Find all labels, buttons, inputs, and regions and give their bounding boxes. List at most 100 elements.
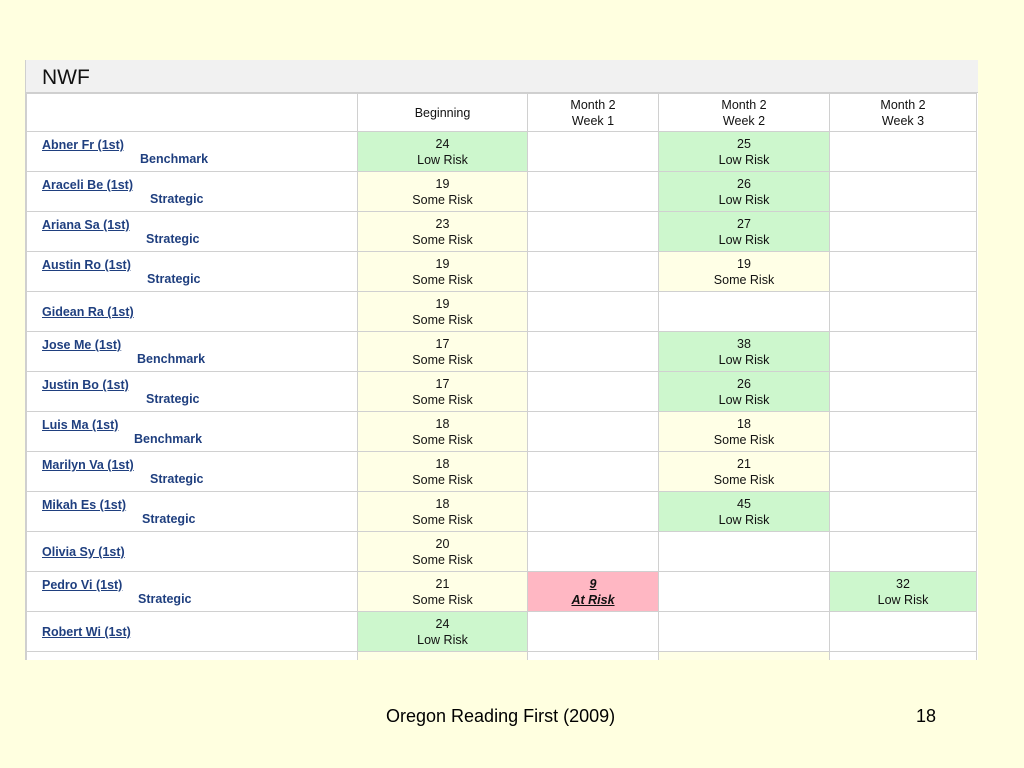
student-level: Benchmark (134, 432, 203, 446)
student-name-link[interactable]: Luis Ma (1st) (42, 418, 119, 432)
table-row: Austin Ro (1st) Strategic 19 Some Risk 19 Som… (26, 251, 977, 292)
score-value: 45 (737, 496, 751, 511)
score-value: 18 (435, 416, 450, 431)
score-value: 21 (737, 456, 751, 471)
student-name-link[interactable]: Araceli Be (1st) (42, 178, 134, 192)
score-value: 24 (435, 616, 450, 631)
student-name-link[interactable]: Mikah Es (1st) (42, 498, 127, 512)
score-cell (658, 611, 830, 652)
page-number: 18 (916, 706, 937, 726)
score-cell (658, 531, 830, 572)
score-value: 18 (737, 416, 751, 431)
table-row: Luis Ma (1st) Benchmark 18 Some Risk 18 Some … (26, 411, 977, 452)
student-name-link[interactable]: Pedro Vi (1st) (42, 578, 123, 592)
score-cell: 18 Some Risk (658, 411, 830, 452)
score-value[interactable]: 9 (589, 576, 597, 591)
header-month2-week3: Month 2 Week 3 (829, 93, 977, 132)
risk-label: Some Risk (412, 512, 473, 527)
table-row: Ariana Sa (1st) Strategic 23 Some Risk 27 Low… (26, 211, 977, 252)
score-cell (527, 611, 659, 652)
score-cell: 25 Low Risk (658, 131, 830, 172)
student-name-link[interactable]: Olivia Sy (1st) (42, 545, 125, 559)
score-cell: 21 Some Risk (357, 571, 528, 612)
score-cell (829, 371, 977, 412)
student-cell: Araceli Be (1st) Strategic (26, 171, 358, 212)
score-cell: 21 Some Risk (658, 451, 830, 492)
table-row (26, 651, 977, 660)
student-name-link[interactable]: Robert Wi (1st) (42, 625, 131, 639)
header-beginning: Beginning (357, 93, 528, 132)
score-cell (527, 411, 659, 452)
footer-source: Oregon Reading First (2009) (386, 706, 616, 726)
score-cell: 19 Some Risk (357, 171, 528, 212)
risk-label: Low Risk (718, 232, 770, 247)
score-cell: 17 Some Risk (357, 331, 528, 372)
score-cell (829, 451, 977, 492)
student-level: Strategic (146, 232, 200, 246)
score-value: 18 (435, 456, 450, 471)
table-row: Justin Bo (1st) Strategic 17 Some Risk 26 Low… (26, 371, 977, 412)
student-cell: Pedro Vi (1st) Strategic (26, 571, 358, 612)
student-level: Strategic (147, 272, 201, 286)
score-cell: 26 Low Risk (658, 371, 830, 412)
score-cell: 27 Low Risk (658, 211, 830, 252)
student-cell: Austin Ro (1st) Strategic (26, 251, 358, 292)
student-cell: Gidean Ra (1st) (26, 291, 358, 332)
score-cell (829, 651, 977, 660)
risk-label: Some Risk (412, 232, 473, 247)
score-cell: 23 Some Risk (357, 211, 528, 252)
risk-label[interactable]: At Risk (571, 592, 615, 607)
score-cell (829, 171, 977, 212)
score-cell: 17 Some Risk (357, 371, 528, 412)
table-row: Abner Fr (1st) Benchmark 24 Low Risk 25 Low R… (26, 131, 977, 172)
student-name-link[interactable]: Marilyn Va (1st) (42, 458, 134, 472)
score-value: 32 (896, 576, 910, 591)
score-value: 26 (737, 376, 751, 391)
score-value: 19 (737, 256, 751, 271)
score-value: 19 (435, 256, 450, 271)
student-name-link[interactable]: Ariana Sa (1st) (42, 218, 130, 232)
score-value: 17 (435, 376, 450, 391)
score-cell (829, 491, 977, 532)
score-cell (527, 251, 659, 292)
score-value: 19 (435, 296, 450, 311)
risk-label: Low Risk (417, 632, 468, 647)
score-cell (829, 331, 977, 372)
score-cell: 18 Some Risk (357, 491, 528, 532)
score-cell (527, 211, 659, 252)
risk-label: Some Risk (412, 592, 473, 607)
table-row: Gidean Ra (1st) 19 Some Risk (26, 291, 977, 332)
table-row: Jose Me (1st) Benchmark 17 Some Risk 38 Low R… (26, 331, 977, 372)
score-cell: 19 Some Risk (357, 291, 528, 332)
student-name-link[interactable]: Justin Bo (1st) (42, 378, 129, 392)
nwf-panel: NWF Beginning Month 2 Week 1 Month 2 Week … (25, 60, 978, 660)
nwf-table: Beginning Month 2 Week 1 Month 2 Week 2 Mo… (26, 93, 977, 660)
table-row: Mikah Es (1st) Strategic 18 Some Risk 45 Low … (26, 491, 977, 532)
student-name-link[interactable]: Jose Me (1st) (42, 338, 122, 352)
score-cell: 32 Low Risk (829, 571, 977, 612)
score-value: 21 (435, 576, 450, 591)
score-cell: 19 Some Risk (357, 251, 528, 292)
student-level: Benchmark (140, 152, 209, 166)
score-value: 19 (435, 176, 450, 191)
student-cell: Luis Ma (1st) Benchmark (26, 411, 358, 452)
student-level: Strategic (138, 592, 192, 606)
student-name-link[interactable]: Gidean Ra (1st) (42, 305, 134, 319)
student-name-link[interactable]: Abner Fr (1st) (42, 138, 124, 152)
risk-label: Some Risk (412, 272, 473, 287)
score-cell (658, 291, 830, 332)
student-level: Strategic (150, 192, 204, 206)
score-cell (829, 291, 977, 332)
risk-label: Some Risk (412, 392, 473, 407)
table-row: Marilyn Va (1st) Strategic 18 Some Risk 21 So… (26, 451, 977, 492)
score-cell (527, 371, 659, 412)
risk-label: Low Risk (718, 512, 770, 527)
risk-label: Low Risk (877, 592, 929, 607)
score-cell (527, 491, 659, 532)
score-cell (527, 131, 659, 172)
table-row: Robert Wi (1st) 24 Low Risk (26, 611, 977, 652)
student-cell: Justin Bo (1st) Strategic (26, 371, 358, 412)
score-cell (829, 131, 977, 172)
student-cell: Ariana Sa (1st) Strategic (26, 211, 358, 252)
student-name-link[interactable]: Austin Ro (1st) (42, 258, 131, 272)
